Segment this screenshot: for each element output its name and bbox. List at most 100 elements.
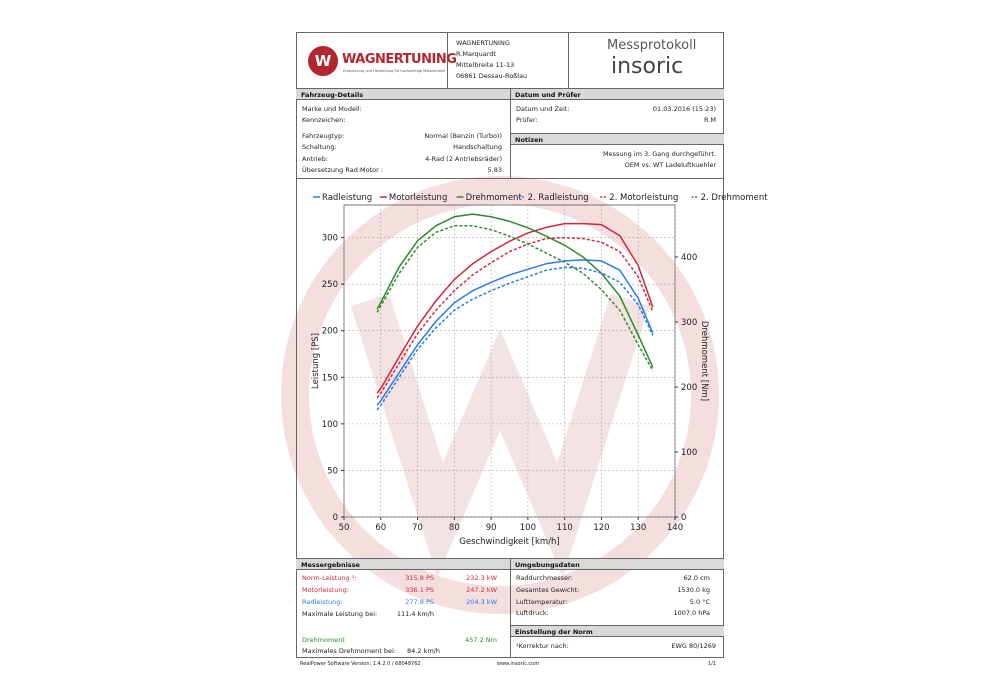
address-line: Mittelbreite 11-13: [456, 61, 515, 69]
legend-label: Radleistung: [322, 193, 372, 203]
footer-software: RealPower Software Version: 1.4.2.0 / 68…: [300, 661, 421, 667]
x-tick-label: 130: [630, 523, 646, 533]
section-heading: Datum und Prüfer: [510, 88, 724, 100]
x-tick-label: 50: [339, 523, 350, 533]
row-value: 5.83: [487, 166, 502, 174]
row-label: Raddurchmesser:: [516, 574, 573, 582]
doc-title: Messprotokoll: [607, 38, 697, 53]
note-line: Messung im 3. Gang durchgeführt.: [602, 150, 716, 158]
x-tick-label: 80: [449, 523, 460, 533]
result-kw: 232.3 kW: [466, 574, 497, 582]
legend-label: 2. Drehmoment: [701, 193, 769, 203]
y2-tick-label: 100: [681, 448, 697, 458]
row-label: Schaltung:: [302, 143, 337, 151]
y2-tick-label: 0: [681, 513, 686, 523]
logo-text: WAGNERTUNING: [342, 52, 457, 67]
logo-tagline: Entwicklung und Herstellung für hochwert…: [343, 69, 446, 73]
legend-label: 2. Motorleistung: [609, 193, 678, 203]
divider: [510, 88, 511, 178]
torque-at-label: Maximales Drehmoment bei:: [302, 647, 396, 655]
series-line: [376, 213, 654, 368]
row-value: EWG 80/1269: [671, 642, 716, 650]
legend-label: 2. Radleistung: [528, 193, 589, 203]
result-label: Norm-Leistung ¹:: [302, 574, 357, 582]
note-line: OEM vs. WT Ladeluftkuehler: [624, 161, 716, 169]
series-line: [376, 222, 654, 394]
y-tick-label: 50: [327, 466, 338, 476]
row-label: Gesamtes Gewicht:: [516, 586, 580, 594]
row-label: Datum und Zeit:: [516, 105, 570, 113]
y2-axis-label: Drehmoment [Nm]: [699, 321, 709, 401]
y-tick-label: 150: [322, 373, 338, 383]
row-value: 1007.0 hPa: [673, 609, 710, 617]
row-value: R.M: [704, 116, 716, 124]
x-tick-label: 90: [486, 523, 497, 533]
x-tick-label: 110: [557, 523, 573, 533]
row-value: 01.03.2016 (15:23): [652, 105, 716, 113]
series-line: [376, 225, 654, 372]
watermark-ring: [281, 176, 719, 614]
address-line: 06861 Dessau-Roßlau: [456, 72, 528, 80]
torque-at-value: 84.2 km/h: [407, 647, 440, 655]
y2-tick-label: 400: [681, 253, 697, 263]
y-tick-label: 300: [322, 234, 338, 244]
legend-label: Motorleistung: [389, 193, 447, 203]
footer-page: 1/1: [707, 661, 716, 667]
row-label: Übersetzung Rad:Motor :: [302, 166, 384, 174]
section-heading: Umgebungsdaten: [510, 558, 724, 570]
row-value: 5.0 °C: [689, 598, 710, 606]
x-tick-label: 100: [520, 523, 536, 533]
row-value: Handschaltung: [453, 143, 502, 151]
row-label: Luftdruck:: [516, 609, 549, 617]
row-label: Antrieb:: [302, 155, 328, 163]
y2-tick-label: 300: [681, 318, 697, 328]
torque-value: 457.2 Nm: [465, 636, 497, 644]
row-label: ¹Korrektur nach:: [516, 642, 569, 650]
x-tick-label: 70: [412, 523, 423, 533]
divider: [510, 558, 511, 658]
row-value: 4-Rad (2 Antriebsräder): [425, 155, 502, 163]
brand: insoric: [611, 54, 684, 79]
x-tick-label: 120: [593, 523, 609, 533]
y2-tick-label: 200: [681, 383, 697, 393]
y-tick-label: 0: [333, 513, 338, 523]
result-label: Motorleistung:: [302, 586, 349, 594]
series-line: [376, 259, 654, 406]
result-kw: 247.2 kW: [466, 586, 497, 594]
y-tick-label: 250: [322, 280, 338, 290]
y-axis-label: Leistung [PS]: [311, 333, 321, 389]
result-kw: 204.3 kW: [466, 598, 497, 606]
section-heading: Messergebnisse: [296, 558, 510, 570]
row-label: Fahrzeugtyp:: [302, 132, 345, 140]
y-tick-label: 200: [322, 327, 338, 337]
logo-badge: [308, 46, 338, 76]
x-axis-label: Geschwindigkeit [km/h]: [459, 537, 560, 547]
legend-label: Drehmoment: [466, 193, 523, 203]
row-label: Prüfer:: [516, 116, 538, 124]
section-heading: Notizen: [510, 133, 724, 145]
torque-label: Drehmoment: [302, 636, 345, 644]
row-label: Kennzeichen:: [302, 116, 346, 124]
result-ps: 111.4 km/h: [396, 610, 434, 618]
logo-mark: W: [315, 52, 332, 70]
x-tick-label: 60: [375, 523, 386, 533]
section-heading: Fahrzeug-Details: [296, 88, 510, 100]
series-line: [376, 236, 654, 399]
address-line: R.Marquardt: [456, 50, 496, 58]
row-value: Normal (Benzin (Turbo)): [424, 132, 502, 140]
divider: [296, 178, 724, 179]
section-heading: Einstellung der Norm: [510, 625, 724, 637]
row-label: Marke und Modell:: [302, 105, 362, 113]
result-label: Maximale Leistung bei:: [302, 610, 378, 618]
result-ps: 336.1 PS: [405, 586, 434, 594]
series-line: [376, 266, 654, 411]
result-ps: 277.8 PS: [405, 598, 434, 606]
address-line: WAGNERTUNING: [456, 39, 510, 47]
row-value: 62.0 cm: [683, 574, 710, 582]
footer-url: www.insoric.com: [497, 661, 540, 667]
watermark-w: [350, 293, 650, 578]
